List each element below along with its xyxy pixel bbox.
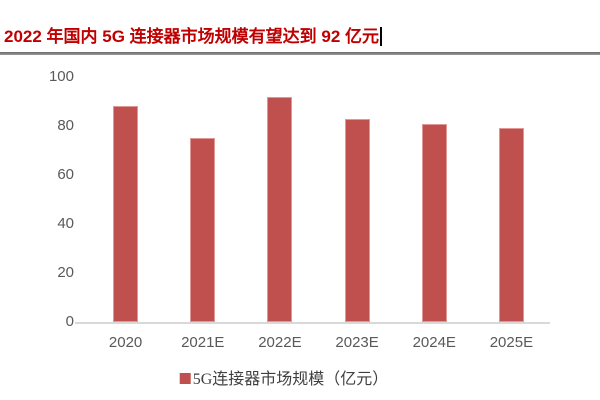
title-separator-line [0, 52, 600, 55]
y-axis-tick-label: 60 [57, 166, 74, 183]
y-axis-tick-label: 20 [57, 264, 74, 281]
bar-2025E [498, 128, 524, 322]
x-axis-line [75, 322, 550, 324]
y-axis-tick-label: 100 [48, 68, 74, 85]
bar-2023E [344, 118, 370, 322]
bar-2022E [267, 96, 293, 322]
x-axis-tick-label: 2021E [181, 334, 225, 351]
x-axis-tick-label: 2025E [489, 334, 534, 351]
bar-2024E [421, 123, 447, 322]
x-axis-tick-label: 2023E [335, 334, 379, 351]
x-axis-tick-label: 2024E [412, 334, 456, 351]
bar-2020 [113, 106, 139, 322]
chart-legend: 5G连接器市场规模（亿元） [179, 370, 389, 389]
legend-swatch-icon [179, 373, 191, 384]
y-axis-tick-label: 80 [57, 117, 74, 134]
x-axis-tick-label: 2022E [258, 334, 302, 351]
page-title[interactable]: 2022 年国内 5G 连接器市场规模有望达到 92 亿元 [4, 26, 383, 48]
legend-label: 5G连接器市场规模（亿元） [192, 371, 389, 388]
y-axis-tick-label: 40 [57, 215, 74, 232]
bar-chart: 0 20 40 60 80 100 2020 2021E 2022E 2023E 2024E 202… [0, 60, 600, 400]
y-axis-tick-label: 0 [65, 313, 74, 330]
text-caret [380, 27, 383, 46]
page-title-text: 2022 年国内 5G 连接器市场规模有望达到 92 亿元 [4, 27, 380, 46]
x-axis-tick-label: 2020 [108, 334, 143, 351]
bar-2021E [190, 138, 216, 322]
